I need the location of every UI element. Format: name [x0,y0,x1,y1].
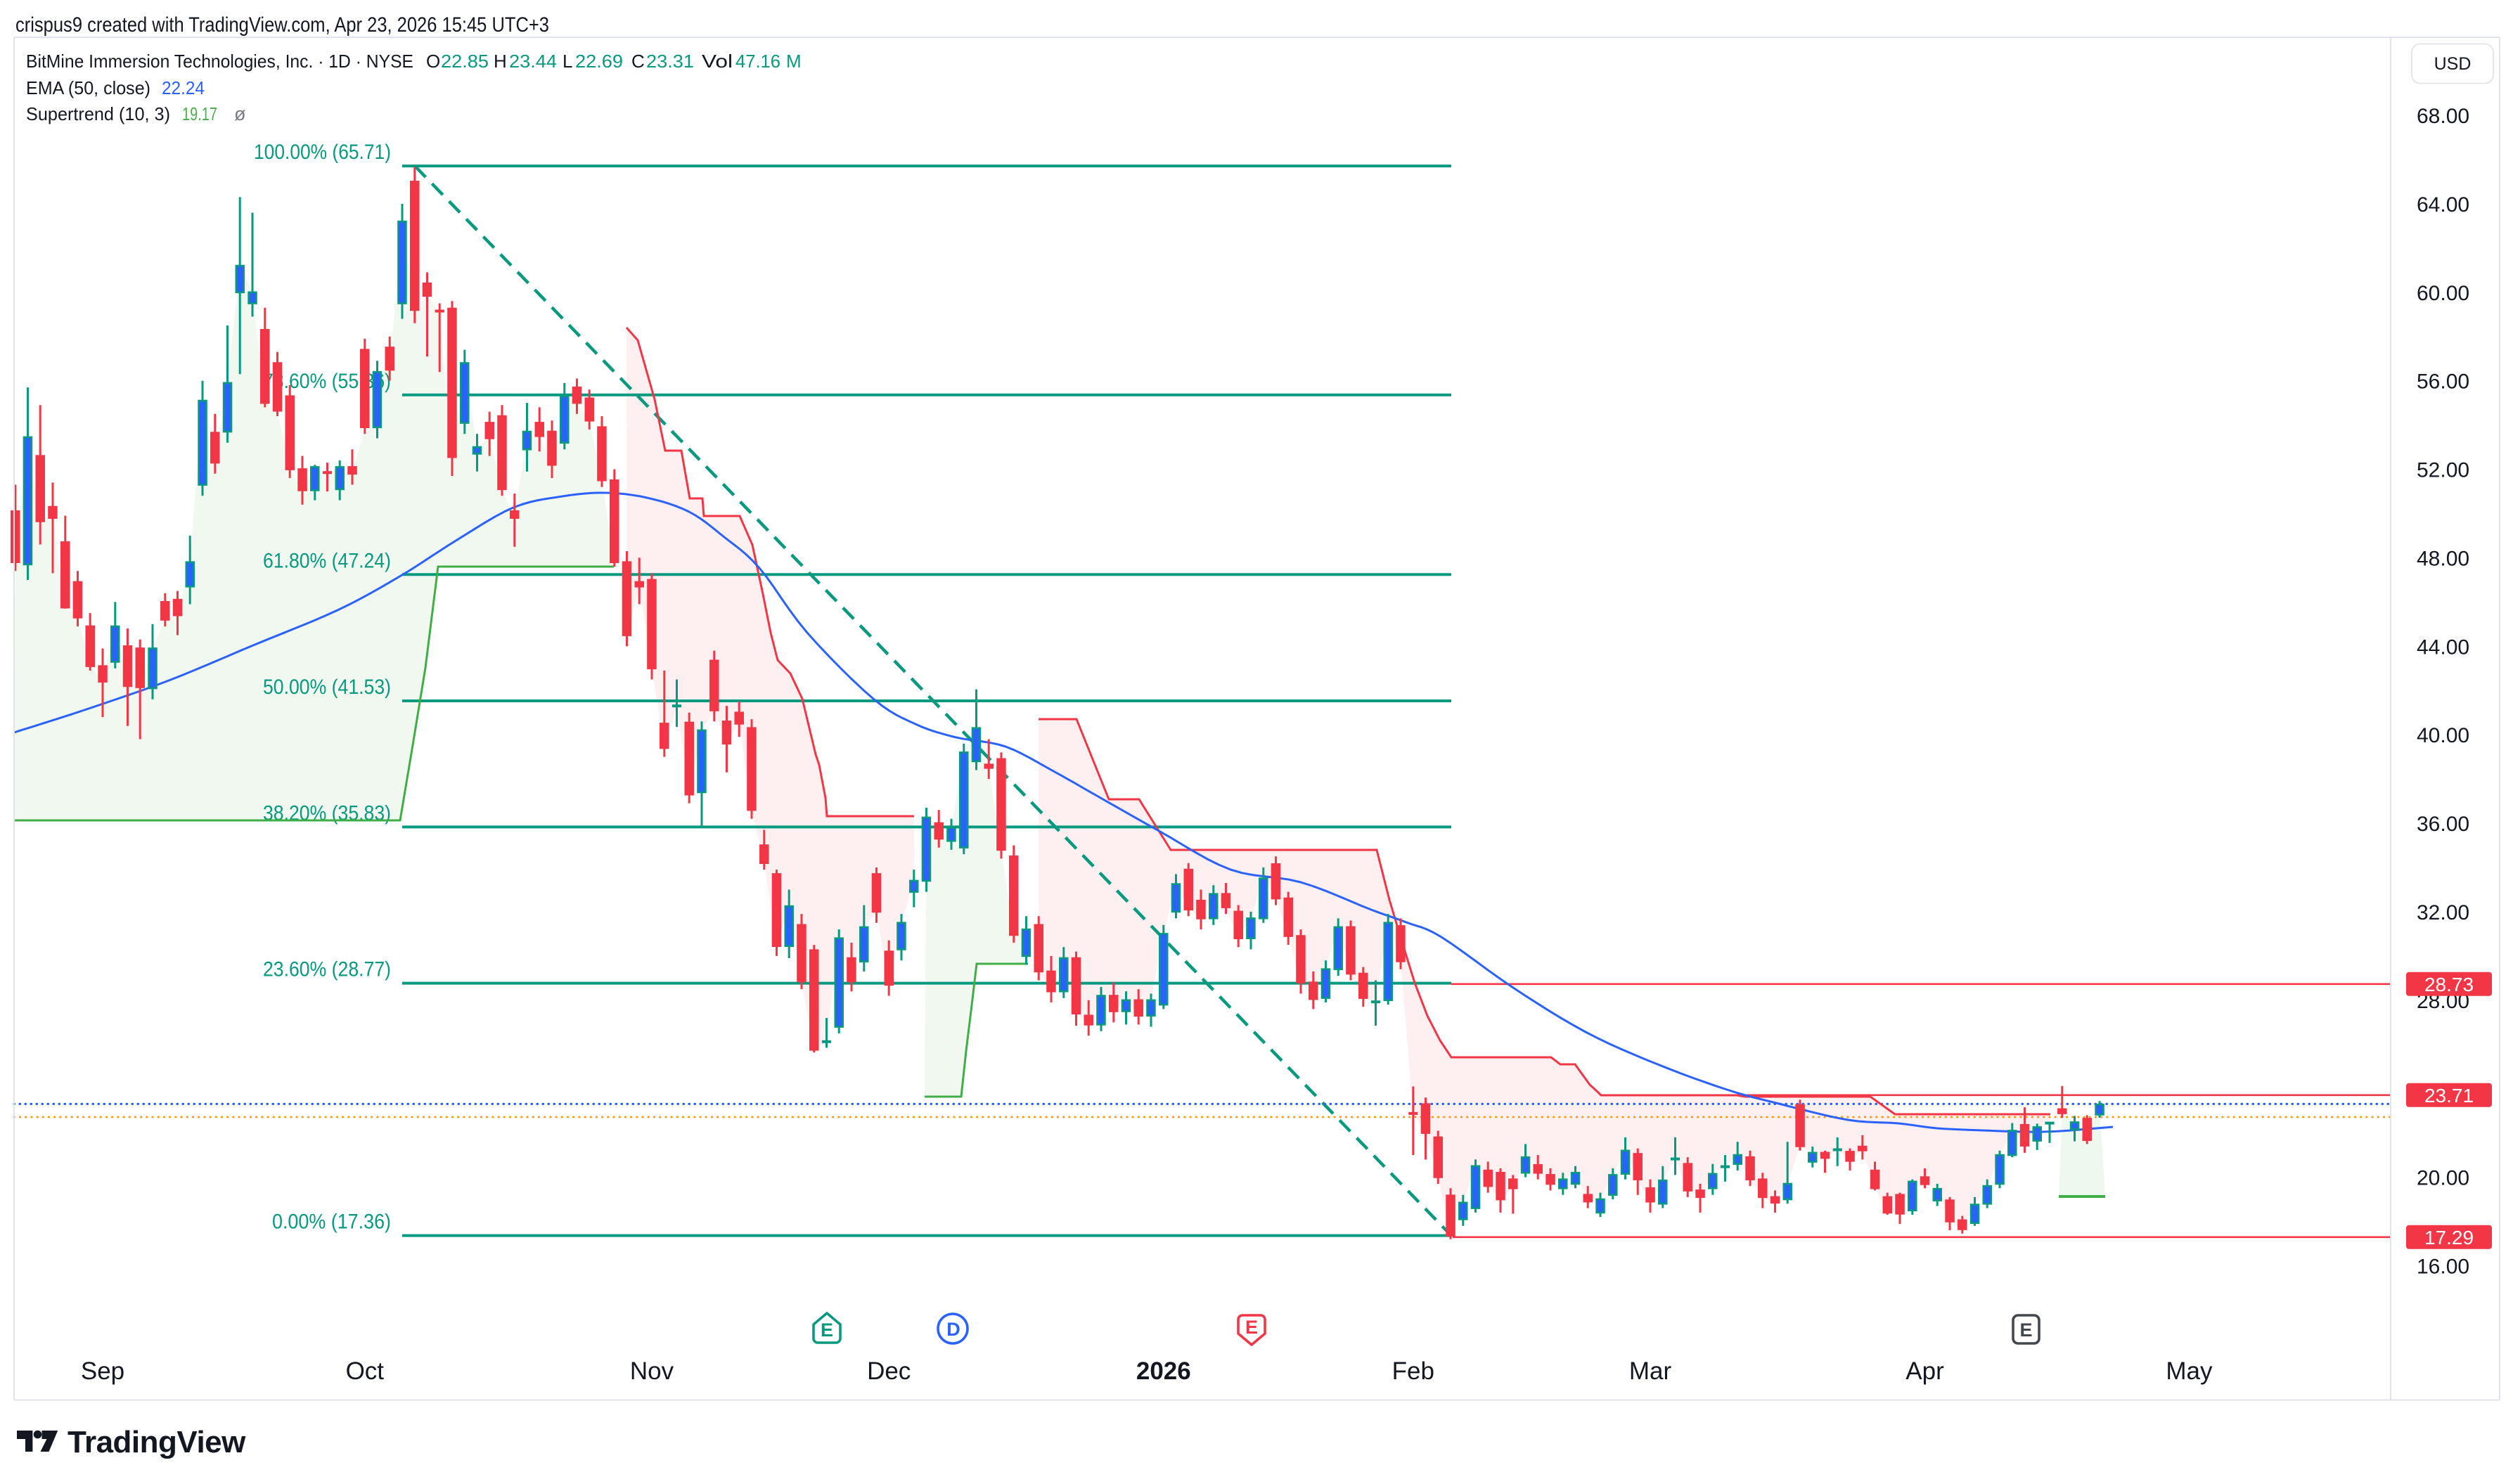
svg-text:28.73: 28.73 [2424,974,2474,995]
svg-text:50.00% (41.53): 50.00% (41.53) [263,676,391,699]
svg-text:22.69: 22.69 [575,51,623,72]
svg-text:23.71: 23.71 [2424,1085,2474,1106]
svg-text:Vol: Vol [702,51,733,72]
svg-text:23.31: 23.31 [646,51,694,72]
svg-text:C: C [631,51,645,72]
svg-text:61.80% (47.24): 61.80% (47.24) [263,549,391,572]
svg-text:Nov: Nov [630,1357,674,1385]
svg-text:H: H [494,51,507,72]
svg-text:E: E [821,1320,833,1341]
svg-text:40.00: 40.00 [2417,724,2469,747]
svg-text:20.00: 20.00 [2417,1167,2469,1190]
svg-text:BitMine Immersion Technologies: BitMine Immersion Technologies, Inc. · 1… [26,51,413,72]
svg-text:Sep: Sep [81,1357,124,1385]
svg-text:May: May [2166,1357,2213,1385]
svg-text:Oct: Oct [346,1357,385,1385]
svg-text:52.00: 52.00 [2417,459,2469,482]
svg-text:crispus9 created with TradingV: crispus9 created with TradingView.com, A… [15,13,549,37]
svg-text:E: E [2019,1320,2032,1341]
svg-text:44.00: 44.00 [2417,635,2469,659]
svg-text:ø: ø [234,103,246,124]
svg-text:22.24: 22.24 [162,77,205,98]
svg-text:19.17: 19.17 [182,103,217,124]
svg-text:Feb: Feb [1392,1357,1434,1385]
svg-text:47.16: 47.16 [735,51,780,72]
svg-text:M: M [786,51,802,72]
svg-text:D: D [946,1319,960,1340]
svg-text:60.00: 60.00 [2417,282,2469,305]
svg-text:EMA (50, close): EMA (50, close) [26,77,150,98]
svg-text:USD: USD [2434,54,2472,74]
svg-text:56.00: 56.00 [2417,370,2469,394]
svg-text:O: O [426,51,440,72]
svg-text:64.00: 64.00 [2417,193,2469,217]
svg-text:100.00% (65.71): 100.00% (65.71) [254,141,391,164]
svg-text:L: L [563,51,572,72]
svg-text:0.00% (17.36): 0.00% (17.36) [272,1211,391,1234]
svg-text:48.00: 48.00 [2417,547,2469,570]
svg-text:17.29: 17.29 [2424,1227,2474,1249]
svg-text:Supertrend (10, 3): Supertrend (10, 3) [26,103,170,124]
svg-text:23.60% (28.77): 23.60% (28.77) [263,958,391,981]
svg-text:22.85: 22.85 [441,51,489,72]
svg-text:23.44: 23.44 [509,51,557,72]
svg-text:TradingView: TradingView [68,1425,246,1459]
svg-text:16.00: 16.00 [2417,1255,2469,1278]
svg-text:32.00: 32.00 [2417,901,2469,924]
svg-text:E: E [1245,1317,1258,1338]
svg-text:36.00: 36.00 [2417,813,2469,836]
svg-text:68.00: 68.00 [2417,105,2469,128]
svg-text:Apr: Apr [1905,1357,1944,1385]
svg-text:Dec: Dec [867,1357,911,1385]
svg-text:2026: 2026 [1136,1357,1191,1385]
svg-text:Mar: Mar [1629,1357,1672,1385]
svg-text:78.60% (55.36): 78.60% (55.36) [263,370,391,393]
